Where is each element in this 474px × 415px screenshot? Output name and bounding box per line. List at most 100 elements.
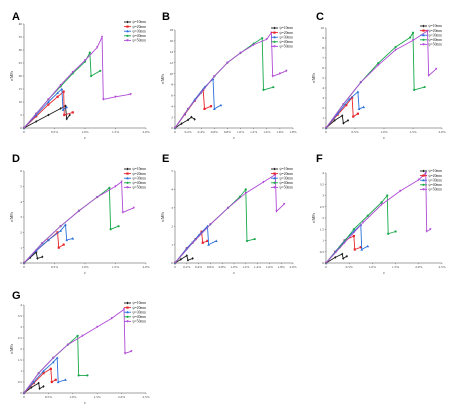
series-line-5: [23, 36, 131, 129]
series-line-4: [325, 195, 396, 264]
data-point: [347, 97, 351, 101]
x-tick-label: 0: [325, 265, 327, 269]
y-tick-label: 0: [322, 261, 324, 265]
data-point: [34, 249, 38, 252]
y-tick-label: 2: [171, 115, 173, 119]
data-point: [41, 241, 44, 245]
legend-label: ψ=50mm: [429, 188, 443, 192]
series-line-1: [325, 115, 349, 129]
data-point: [352, 115, 355, 118]
y-tick-label: 5: [322, 76, 324, 80]
series-line-3: [174, 225, 217, 264]
x-tick-label: 2.0%: [289, 265, 296, 269]
legend-label: ψ=30mm: [133, 310, 147, 314]
y-tick-label: 3: [171, 206, 173, 210]
y-tick-label: 6: [171, 94, 173, 98]
data-point: [377, 64, 380, 67]
series-line-5: [23, 308, 132, 394]
panel-f: F 0 0.5% 1.0% 1.5% 2.0% 2.5% 0 0.5 1 1.5 2 2.5 3 3.5 4 ε…: [312, 153, 446, 275]
data-point: [341, 114, 344, 118]
x-tick-label: 1.4%: [263, 130, 270, 134]
legend-marker: [273, 31, 276, 34]
panel-letter: F: [316, 153, 323, 165]
data-point: [417, 178, 420, 182]
y-axis-title: σ/MPa: [161, 74, 165, 85]
data-point: [334, 255, 337, 259]
data-point: [77, 374, 80, 377]
data-point: [110, 317, 113, 320]
data-point: [226, 61, 229, 65]
data-point: [65, 238, 69, 242]
y-tick-label: 2.5: [320, 205, 325, 209]
data-point: [185, 254, 188, 258]
x-tick-label: 1.0%: [230, 265, 237, 269]
data-point: [129, 93, 132, 96]
x-tick-label: 1.0%: [237, 130, 244, 134]
data-point: [283, 203, 286, 206]
y-tick-label: 2: [171, 224, 173, 228]
data-point: [96, 325, 99, 329]
x-tick-label: 0.5%: [346, 265, 353, 269]
legend-marker: [273, 186, 276, 189]
legend-label: ψ=10mm: [133, 167, 147, 171]
data-point: [122, 308, 126, 311]
legend-marker: [126, 181, 129, 184]
data-point: [187, 118, 190, 122]
x-tick-label: 0.5%: [51, 130, 58, 134]
legend-marker: [126, 167, 129, 171]
y-tick-label: 1: [322, 239, 324, 243]
legend-marker: [422, 29, 425, 32]
data-point: [427, 74, 430, 78]
data-point: [47, 98, 50, 101]
data-point: [120, 180, 123, 184]
x-tick-label: 0.8%: [224, 130, 231, 134]
data-point: [435, 67, 438, 71]
data-point: [380, 203, 383, 206]
data-point: [265, 38, 268, 41]
y-tick-label: 0: [171, 261, 173, 265]
data-point: [71, 111, 74, 114]
data-point: [362, 105, 366, 109]
y-tick-label: 2: [20, 231, 22, 235]
series-line-3: [23, 357, 66, 394]
data-point: [359, 81, 362, 84]
data-point: [42, 384, 45, 388]
x-tick-label: 1.5%: [94, 395, 101, 399]
x-tick-label: 0.5%: [51, 265, 58, 269]
y-tick-label: 4: [171, 104, 173, 108]
legend-label: ψ=10mm: [280, 26, 294, 30]
legend-label: ψ=20mm: [429, 174, 443, 178]
data-point: [342, 103, 345, 106]
series-line-4: [325, 32, 425, 129]
x-tick-label: 0: [23, 265, 25, 269]
data-point: [47, 100, 50, 104]
x-axis-title: ε: [383, 136, 385, 140]
legend-label: ψ=40mm: [280, 40, 294, 44]
data-point: [123, 352, 127, 355]
y-tick-label: 18: [170, 28, 174, 32]
legend-label: ψ=30mm: [280, 35, 294, 39]
y-tick-label: 0: [322, 126, 324, 130]
panel-g: G 0 0.5% 1.0% 1.5% 2.0% 2.5% 0 0.5 1 1.5 2 2.5 3 3.5 4 ε…: [10, 290, 150, 405]
x-tick-label: 1.6%: [266, 265, 273, 269]
legend-marker: [422, 33, 425, 37]
legend-marker: [422, 24, 425, 28]
y-axis-title: σ/MPa: [312, 213, 316, 224]
legend-marker: [422, 38, 425, 41]
data-point: [190, 115, 193, 119]
legend-label: ψ=10mm: [429, 24, 443, 28]
legend-label: ψ=20mm: [429, 29, 443, 33]
y-tick-label: 7: [322, 56, 324, 60]
data-point: [114, 95, 117, 99]
data-point: [29, 256, 32, 260]
data-point: [203, 107, 206, 111]
data-point: [356, 90, 360, 93]
y-tick-label: 10: [170, 72, 174, 76]
data-point: [186, 258, 190, 262]
data-point: [179, 257, 182, 261]
legend-label: ψ=20mm: [133, 25, 147, 29]
data-point: [35, 120, 38, 123]
data-point: [399, 189, 402, 193]
data-point: [278, 72, 281, 75]
data-point: [76, 334, 79, 337]
